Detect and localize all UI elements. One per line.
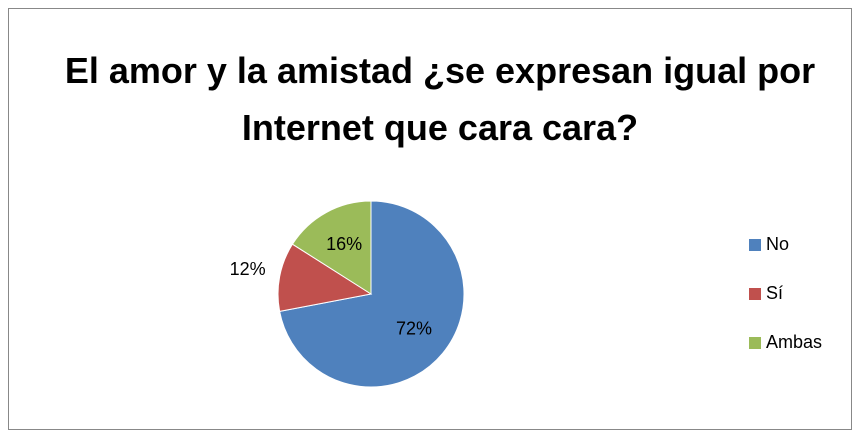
- data-label: 12%: [230, 259, 266, 279]
- pie-slice: [291, 200, 372, 295]
- legend-label: No: [766, 234, 789, 254]
- legend-label: Ambas: [766, 332, 822, 352]
- pie-slice: [277, 243, 373, 313]
- legend-swatch: [749, 337, 761, 349]
- legend-label: Sí: [766, 283, 783, 303]
- data-label: 72%: [396, 318, 432, 338]
- data-label: 16%: [326, 234, 362, 254]
- chart-title: El amor y la amistad ¿se expresan igual …: [64, 50, 816, 148]
- legend-swatch: [749, 239, 761, 251]
- legend-swatch: [749, 288, 761, 300]
